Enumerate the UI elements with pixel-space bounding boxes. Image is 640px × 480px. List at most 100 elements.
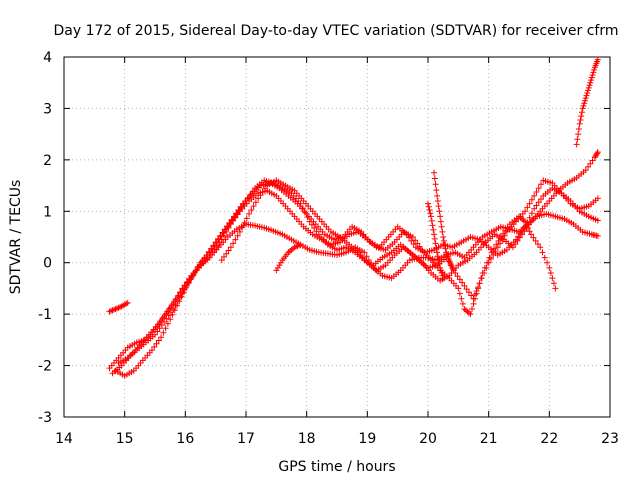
- data-point: [537, 244, 544, 251]
- data-point: [437, 213, 444, 220]
- data-point: [190, 271, 197, 278]
- data-point: [575, 126, 582, 132]
- data-point: [434, 192, 441, 199]
- data-points: [106, 56, 601, 379]
- data-point: [247, 191, 254, 198]
- data-point: [586, 82, 593, 89]
- data-point: [211, 243, 218, 249]
- data-point: [221, 253, 228, 260]
- series-track-5: [218, 149, 601, 284]
- data-point: [531, 205, 538, 212]
- data-point: [208, 246, 215, 253]
- y-tick-label: -3: [38, 410, 52, 426]
- y-tick-label: -1: [38, 307, 52, 323]
- data-point: [170, 306, 177, 312]
- x-tick-labels: 14 15 16 17 18 19 20 21 22 23: [55, 431, 619, 447]
- data-point: [433, 187, 440, 194]
- data-point: [524, 204, 531, 211]
- data-point: [578, 113, 585, 120]
- data-point: [577, 117, 584, 123]
- data-point: [408, 237, 415, 244]
- data-point: [414, 240, 421, 247]
- data-point: [238, 204, 245, 211]
- data-point: [519, 231, 526, 238]
- data-point: [512, 241, 519, 248]
- data-point: [206, 249, 213, 256]
- y-tick-label: 1: [43, 204, 52, 220]
- data-point: [236, 228, 243, 235]
- data-point: [534, 241, 541, 248]
- data-point: [461, 282, 468, 289]
- data-point: [594, 195, 601, 202]
- data-point: [195, 263, 202, 270]
- data-point: [537, 196, 544, 203]
- data-point: [406, 234, 413, 241]
- data-point: [163, 315, 170, 322]
- data-point: [439, 228, 446, 235]
- data-point: [450, 266, 457, 273]
- data-point: [463, 286, 470, 293]
- data-point: [456, 290, 463, 297]
- data-point: [589, 157, 596, 164]
- data-point: [521, 228, 528, 235]
- data-point: [594, 232, 601, 239]
- data-point: [165, 312, 172, 319]
- data-point: [526, 214, 533, 221]
- data-point: [528, 210, 535, 217]
- data-point: [428, 213, 435, 220]
- x-tick-label: 17: [237, 431, 255, 447]
- data-point: [468, 306, 475, 312]
- data-point: [363, 253, 370, 260]
- data-point: [437, 267, 444, 274]
- data-point: [532, 237, 539, 244]
- data-point: [533, 202, 540, 209]
- data-point: [547, 270, 554, 276]
- data-point: [472, 291, 479, 298]
- data-point: [440, 234, 447, 240]
- data-point: [304, 214, 311, 221]
- data-point: [425, 200, 431, 207]
- data-point: [227, 220, 234, 227]
- data-point: [440, 275, 447, 282]
- y-tick-label: -2: [38, 359, 52, 375]
- data-point: [436, 261, 443, 267]
- data-point: [438, 223, 445, 230]
- data-point: [528, 231, 535, 238]
- data-point: [467, 311, 474, 318]
- data-point: [257, 192, 264, 199]
- data-point: [526, 228, 533, 235]
- data-point: [552, 285, 559, 292]
- data-point: [212, 239, 219, 246]
- data-point: [297, 241, 304, 248]
- data-point: [549, 275, 556, 282]
- data-point: [490, 252, 497, 258]
- data-point: [259, 189, 266, 195]
- data-point: [243, 215, 250, 222]
- data-point: [403, 231, 410, 238]
- data-point: [213, 239, 220, 246]
- y-tick-label: 3: [43, 101, 52, 117]
- data-point: [164, 308, 171, 315]
- data-point: [587, 79, 594, 86]
- data-point: [252, 199, 259, 206]
- data-point: [167, 309, 174, 316]
- series-track-4: [115, 177, 601, 366]
- data-point: [233, 210, 240, 217]
- data-point: [483, 264, 490, 271]
- series-track-2: [109, 187, 559, 377]
- data-point: [588, 77, 595, 84]
- data-point: [429, 222, 436, 229]
- data-point: [236, 207, 243, 214]
- data-point: [177, 294, 184, 301]
- data-point: [442, 245, 449, 252]
- data-point: [455, 285, 462, 292]
- data-point: [573, 141, 580, 148]
- data-point: [535, 199, 542, 206]
- data-point: [525, 221, 532, 228]
- data-point: [246, 210, 253, 217]
- data-point: [541, 254, 548, 261]
- data-point: [425, 203, 432, 210]
- x-tick-label: 14: [55, 431, 73, 447]
- data-point: [167, 316, 174, 323]
- data-point: [158, 322, 165, 329]
